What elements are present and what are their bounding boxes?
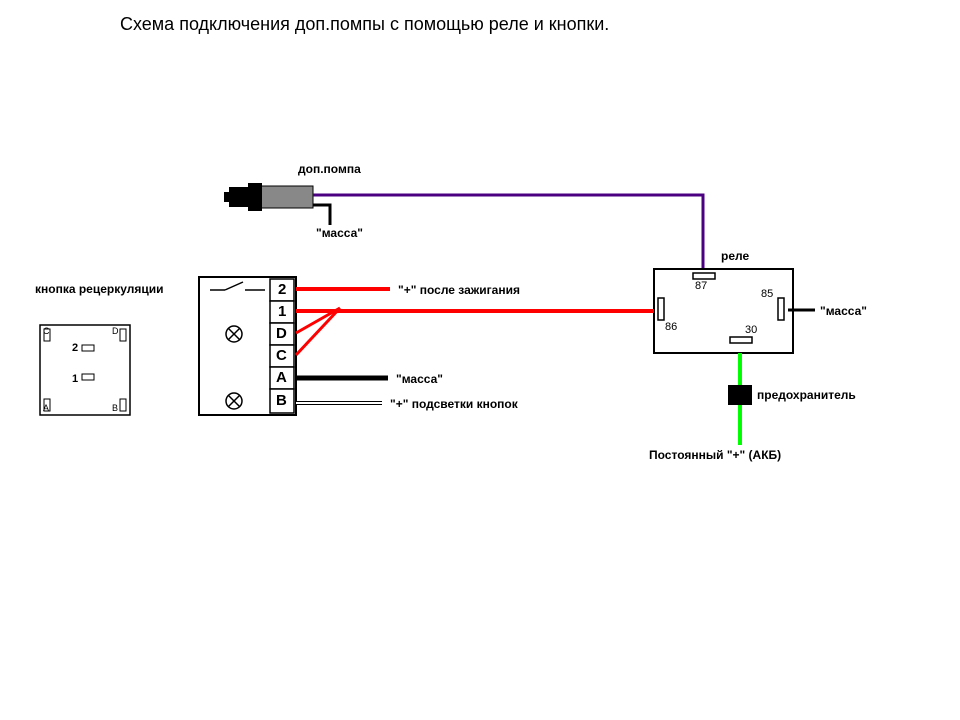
reference-button-icon (40, 325, 130, 415)
label-fuse: предохранитель (757, 388, 856, 402)
label-battery: Постоянный "+" (АКБ) (649, 448, 781, 462)
pump-icon (224, 183, 313, 211)
label-btn-backlight: "+" подсветки кнопок (390, 397, 518, 411)
label-pin-A: A (276, 369, 287, 386)
label-ref1: 1 (72, 373, 78, 385)
label-button-recirc: кнопка рецеркуляции (35, 282, 164, 296)
label-pin-D: D (276, 325, 287, 342)
label-pump-ground: "масса" (316, 226, 363, 240)
wiring-diagram (0, 0, 960, 720)
label-pin-2: 2 (278, 281, 286, 298)
label-pump: доп.помпа (298, 162, 361, 176)
fuse-icon (728, 385, 752, 405)
label-refD: D (112, 326, 119, 336)
label-pin-B: B (276, 392, 287, 409)
label-pin30: 30 (745, 324, 757, 336)
label-after-ignition: "+" после зажигания (398, 283, 520, 297)
label-relay: реле (721, 249, 749, 263)
label-relay-ground: "масса" (820, 304, 867, 318)
label-pin-C: C (276, 347, 287, 364)
relay-icon (654, 269, 793, 353)
label-pin85: 85 (761, 288, 773, 300)
label-pin-1: 1 (278, 303, 286, 320)
label-ref2: 2 (72, 342, 78, 354)
label-btn-ground: "масса" (396, 372, 443, 386)
label-pin87: 87 (695, 280, 707, 292)
label-refC: C (43, 326, 50, 336)
diagram-title: Схема подключения доп.помпы с помощью ре… (120, 14, 609, 35)
label-refA: A (43, 403, 49, 413)
label-pin86: 86 (665, 321, 677, 333)
label-refB: B (112, 403, 118, 413)
